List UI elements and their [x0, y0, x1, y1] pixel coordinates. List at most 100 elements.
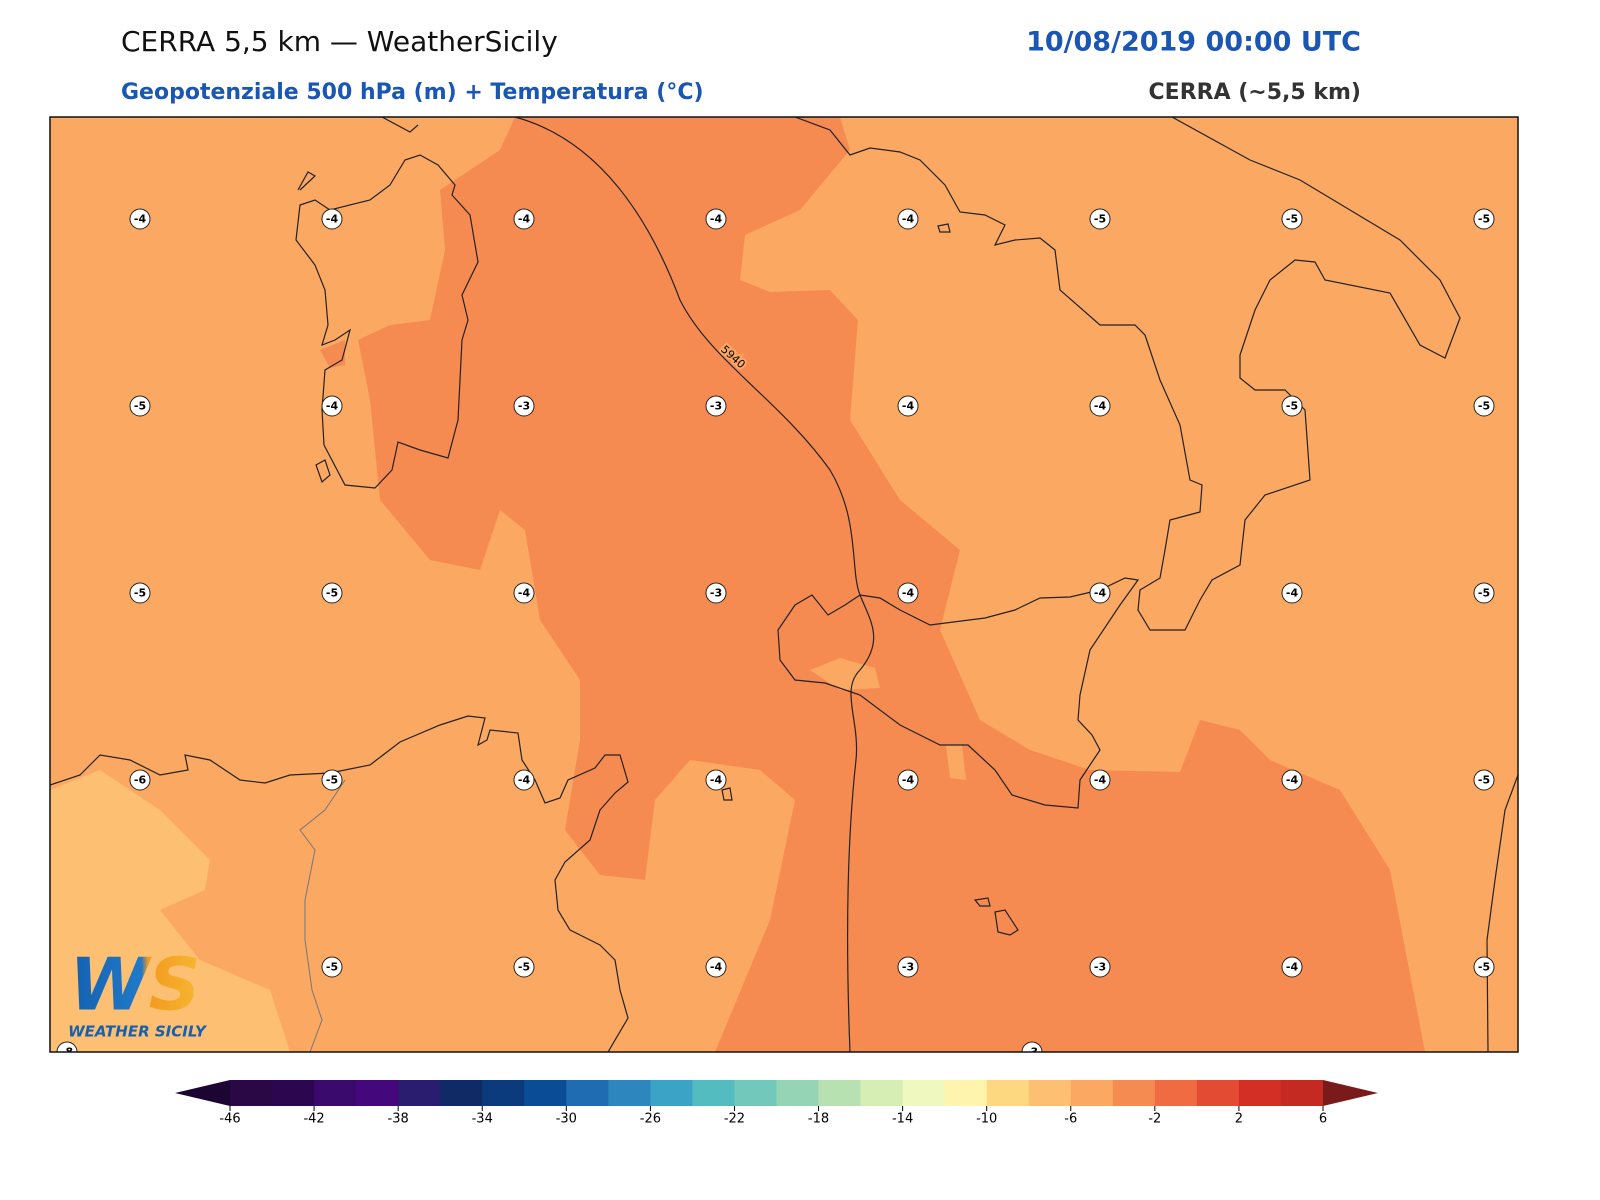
temperature-label: -5 [518, 961, 530, 974]
label-bubble [1089, 395, 1111, 417]
label-bubble [1281, 956, 1303, 978]
label-bubble [1089, 208, 1111, 230]
temperature-label: -3 [1094, 961, 1106, 974]
colorbar-cell [1028, 1080, 1072, 1106]
label-bubble [897, 582, 919, 604]
temperature-label: -4 [326, 400, 339, 413]
logo: WS WEATHER SICILY [68, 943, 208, 1041]
temperature-label: -4 [1094, 774, 1107, 787]
temperature-label: -5 [1478, 587, 1490, 600]
temperature-label: -3 [710, 587, 722, 600]
colorbar-tick-label: -14 [892, 1112, 913, 1127]
logo-name: WEATHER SICILY [68, 1023, 208, 1041]
label-bubble [1473, 956, 1495, 978]
label-bubble [321, 956, 343, 978]
label-bubble [513, 208, 535, 230]
colorbar-cell [902, 1080, 946, 1106]
colorbar-tick-label: -46 [219, 1112, 240, 1127]
colorbar-tick-label: -22 [724, 1112, 745, 1127]
label-bubble [1281, 769, 1303, 791]
label-bubble [897, 208, 919, 230]
coastline [381, 117, 1461, 631]
colorbar-cell [398, 1080, 441, 1106]
colorbar-cell [1280, 1080, 1324, 1106]
temperature-label: -5 [326, 587, 338, 600]
label-bubble [1089, 956, 1111, 978]
colorbar-cell [1238, 1080, 1282, 1106]
label-bubble [321, 769, 343, 791]
label-bubble [1473, 769, 1495, 791]
label-bubble [129, 395, 151, 417]
colorbar-tick-label: -38 [388, 1112, 409, 1127]
datetime: 10/08/2019 00:00 UTC [1026, 27, 1361, 58]
label-bubble [321, 395, 343, 417]
temperature-label: -4 [710, 774, 723, 787]
temperature-label: -5 [1478, 400, 1490, 413]
colorbar-tick-label: -26 [640, 1112, 661, 1127]
temperature-label: -4 [710, 213, 723, 226]
temperature-label: -5 [1478, 774, 1490, 787]
colorbar-cell [944, 1080, 988, 1106]
colorbar-cell [692, 1080, 735, 1106]
colorbar-cell [776, 1080, 820, 1106]
temperature-label: -3 [518, 400, 530, 413]
colorbar-cell [1154, 1080, 1198, 1106]
label-bubble [1281, 582, 1303, 604]
temperature-label: -5 [326, 961, 338, 974]
label-bubble [1281, 208, 1303, 230]
temperature-label: -3 [902, 961, 914, 974]
temperature-label: -4 [1286, 774, 1299, 787]
temperature-label: -4 [134, 213, 147, 226]
temperature-label: -4 [902, 213, 915, 226]
temperature-label: -8 [61, 1046, 73, 1059]
label-bubble [897, 395, 919, 417]
coastline [777, 577, 1140, 809]
temperature-label: -6 [134, 774, 147, 787]
label-bubble [1473, 582, 1495, 604]
colorbar-cell [440, 1080, 483, 1106]
logo-mark: WS [69, 943, 200, 1027]
label-bubble [129, 582, 151, 604]
temperature-label: -4 [326, 213, 339, 226]
label-bubble [705, 956, 727, 978]
colorbar-cell [734, 1080, 777, 1106]
colorbar-over [1323, 1080, 1378, 1106]
colorbar-tick-label: -34 [472, 1112, 493, 1127]
contour-5940 [514, 117, 875, 1052]
label-bubble [1089, 582, 1111, 604]
temperature-label: -4 [902, 774, 915, 787]
temperature-label: -4 [518, 213, 531, 226]
map-frame [49, 116, 1519, 1053]
colorbar-cell [1196, 1080, 1240, 1106]
colorbar-cell [230, 1080, 273, 1106]
colorbar-cell [1112, 1080, 1156, 1106]
temperature-label: -5 [1286, 213, 1298, 226]
temperature-label: -4 [1286, 587, 1299, 600]
colorbar-cell [818, 1080, 862, 1106]
label-bubble [321, 582, 343, 604]
coastline [50, 715, 1518, 1052]
colorbar-tick-label: 2 [1235, 1112, 1243, 1127]
subtitle: Geopotenziale 500 hPa (m) + Temperatura … [121, 80, 704, 105]
temperature-label: -3 [710, 400, 722, 413]
label-bubble [1473, 208, 1495, 230]
label-bubble [1021, 1041, 1043, 1052]
temperature-label: -5 [134, 400, 146, 413]
temperature-label: -5 [1286, 400, 1298, 413]
coastline [295, 154, 479, 489]
colorbar-cell [482, 1080, 525, 1106]
colorbar-cell [860, 1080, 904, 1106]
label-bubble [705, 208, 727, 230]
temperature-label: -4 [902, 400, 915, 413]
temperature-label: -5 [1478, 961, 1490, 974]
temperature-label: -5 [1478, 213, 1490, 226]
label-bubble [897, 956, 919, 978]
temperature-label: -5 [134, 587, 146, 600]
colorbar-cell [272, 1080, 315, 1106]
temperature-label: -4 [902, 587, 915, 600]
colorbar-cell [986, 1080, 1030, 1106]
temperature-label: -3 [1026, 1046, 1038, 1059]
colorbar-tick-label: -10 [976, 1112, 997, 1127]
temperature-label: -4 [1094, 587, 1107, 600]
